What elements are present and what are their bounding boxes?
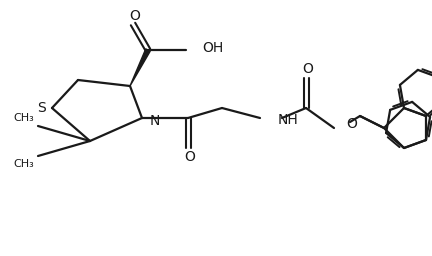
Text: N: N bbox=[150, 114, 160, 128]
Text: S: S bbox=[38, 101, 46, 115]
Text: CH₃: CH₃ bbox=[13, 159, 34, 169]
Text: O: O bbox=[184, 150, 195, 164]
Text: O: O bbox=[302, 62, 314, 76]
Text: O: O bbox=[130, 9, 140, 23]
Text: NH: NH bbox=[278, 113, 299, 127]
Text: O: O bbox=[346, 117, 357, 131]
Text: OH: OH bbox=[202, 41, 223, 55]
Text: CH₃: CH₃ bbox=[13, 113, 34, 123]
Polygon shape bbox=[130, 49, 150, 86]
